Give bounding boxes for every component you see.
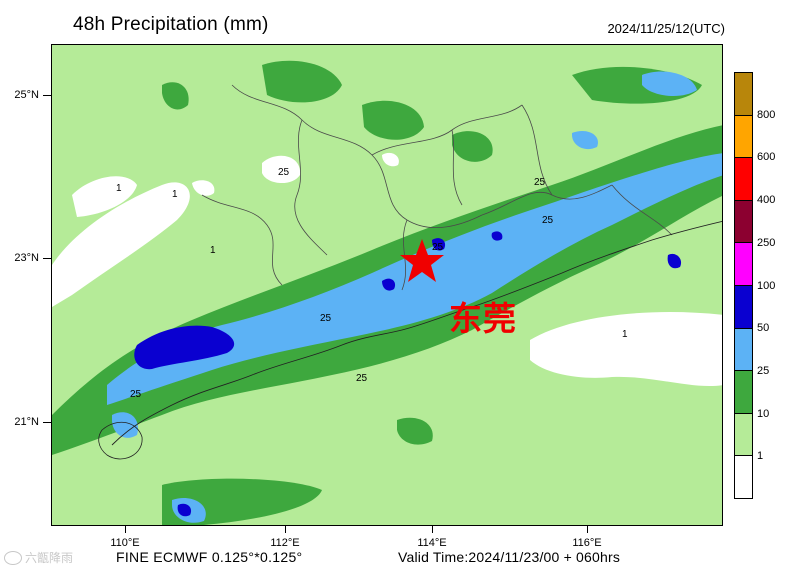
dry-area-north-1 xyxy=(262,155,301,184)
colorbar-segment xyxy=(735,412,752,456)
hainan-coast xyxy=(98,421,143,460)
contour-label: 25 xyxy=(278,167,290,178)
lon-tick xyxy=(587,526,588,533)
colorbar-level-label: 400 xyxy=(757,194,776,207)
precip-colorbar xyxy=(734,72,753,499)
contour-label: 25 xyxy=(542,215,554,226)
contour-label: 25 xyxy=(356,373,368,384)
lon-tick xyxy=(125,526,126,533)
contour-label: 25 xyxy=(534,177,546,188)
lon-label-116: 116°E xyxy=(572,537,602,549)
colorbar-level-label: 600 xyxy=(757,151,776,164)
contour-label: 25 xyxy=(320,313,332,324)
colorbar-level-label: 1 xyxy=(757,450,764,463)
highlight-city-label: 东莞 xyxy=(449,299,517,338)
precipitation-map: 25 25 25 25 25 25 25 1 1 1 1 xyxy=(51,44,723,526)
contour-label: 25 xyxy=(130,389,142,400)
contour-label: 1 xyxy=(210,245,216,256)
band-25-50-east-blob xyxy=(642,71,697,97)
colorbar-level-label: 250 xyxy=(757,236,776,249)
lat-label-23: 23°N xyxy=(14,252,39,264)
colorbar-segment xyxy=(735,199,752,243)
colorbar-segment xyxy=(735,114,752,158)
lon-label-110: 110°E xyxy=(110,537,140,549)
watermark-text: 六甑降雨 xyxy=(25,551,74,565)
band-10-25-north-blob-3 xyxy=(452,131,493,162)
lat-label-25: 25°N xyxy=(14,89,39,101)
dry-area-north-2 xyxy=(192,180,215,196)
colorbar-segment xyxy=(735,327,752,371)
dry-area-west xyxy=(52,182,190,307)
issue-time: 2024/11/25/12(UTC) xyxy=(607,21,725,36)
dry-area-south-east xyxy=(530,312,722,386)
watermark-logo-icon xyxy=(4,550,22,565)
contour-label: 1 xyxy=(172,189,178,200)
band-50-100-east xyxy=(491,231,503,241)
band-10-25-north-blob-2 xyxy=(362,100,424,140)
band-10-25-north-blob-4 xyxy=(162,82,189,110)
band-25-50-hainan xyxy=(112,412,138,438)
colorbar-segment xyxy=(735,285,752,328)
contour-label: 1 xyxy=(622,329,628,340)
colorbar-segment xyxy=(735,370,752,413)
band-50-100-west xyxy=(134,325,235,370)
lon-tick xyxy=(285,526,286,533)
map-svg: 25 25 25 25 25 25 25 1 1 1 1 xyxy=(52,45,722,525)
lon-tick xyxy=(432,526,433,533)
contour-label: 25 xyxy=(432,242,444,253)
dry-area-west-2 xyxy=(72,176,137,217)
coastline xyxy=(111,221,722,446)
colorbar-level-label: 25 xyxy=(757,364,770,377)
colorbar-level-label: 800 xyxy=(757,108,776,121)
contour-label: 1 xyxy=(116,183,122,194)
band-25-50-main xyxy=(107,153,722,405)
colorbar-segment xyxy=(735,242,752,286)
watermark: 六甑降雨 xyxy=(4,549,73,566)
dry-area-north-3 xyxy=(382,152,399,167)
colorbar-segment xyxy=(735,157,752,200)
band-50-100-dongguan xyxy=(432,238,446,251)
colorbar-segment xyxy=(735,455,752,498)
lat-label-21: 21°N xyxy=(14,416,39,428)
lat-tick xyxy=(43,422,51,423)
band-10-25-south-blob-4 xyxy=(212,493,238,516)
band-50-100-south xyxy=(177,503,192,517)
lat-tick xyxy=(43,95,51,96)
lon-label-114: 114°E xyxy=(417,537,447,549)
band-10-25-south-blob-2 xyxy=(397,417,433,445)
lat-tick xyxy=(43,258,51,259)
colorbar-level-label: 50 xyxy=(757,322,770,335)
band-10-25-north-blob-1 xyxy=(262,60,342,103)
model-info: FINE ECMWF 0.125°*0.125° xyxy=(116,549,303,565)
band-50-100-mid xyxy=(382,278,396,291)
band-25-50-east-blob-2 xyxy=(572,130,598,150)
contour-labels: 25 25 25 25 25 25 25 1 1 1 1 xyxy=(116,167,628,400)
lon-label-112: 112°E xyxy=(270,537,300,549)
colorbar-level-label: 10 xyxy=(757,407,770,420)
colorbar-level-label: 100 xyxy=(757,279,776,292)
city-star-icon xyxy=(400,239,444,282)
colorbar-segment xyxy=(735,73,752,115)
band-50-100-far-east xyxy=(667,253,682,269)
valid-time: Valid Time:2024/11/23/00 + 060hrs xyxy=(398,549,621,565)
chart-title: 48h Precipitation (mm) xyxy=(73,14,269,35)
